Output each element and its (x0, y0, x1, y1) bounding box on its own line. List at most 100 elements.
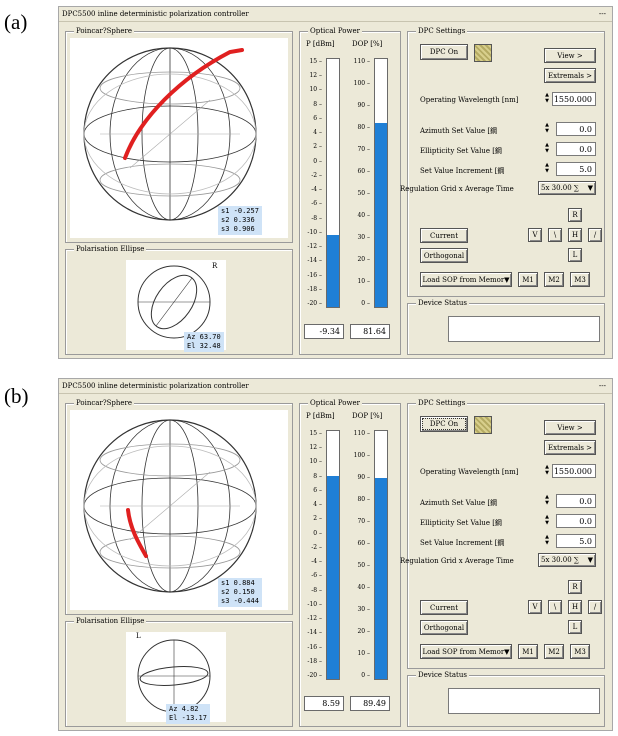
dpc-on-button[interactable]: DPC On (420, 416, 468, 432)
l-button[interactable]: L (568, 248, 582, 262)
ellipticity-field[interactable]: 0.0 (556, 142, 596, 156)
scale-tick-label: 8 – (313, 472, 322, 480)
increment-spinner[interactable]: ▲ ▼ (545, 162, 549, 174)
m1-button[interactable]: M1 (518, 272, 538, 287)
view-button[interactable]: View > (544, 48, 596, 63)
increment-field[interactable]: 5.0 (556, 162, 596, 176)
poincare-sphere-group: Poincar?Sphere (65, 27, 293, 243)
ellipticity-label: Ellipticity Set Value [鋼 (420, 519, 502, 527)
increment-field[interactable]: 5.0 (556, 534, 596, 548)
scale-tick-label: 10 – (357, 278, 370, 285)
ellipse-readout: Az 4.82 El -13.17 (166, 704, 210, 724)
optical-power-title: Optical Power (308, 399, 362, 408)
polarisation-ellipse-group: Polarisation Ellipse R Az 63.70 El 32.48 (65, 245, 293, 355)
device-status-title: Device Status (416, 671, 469, 680)
optical-power-title: Optical Power (308, 27, 362, 36)
load-sop-select[interactable]: Load SOP from Memor ▼ (420, 272, 512, 287)
azimuth-field[interactable]: 0.0 (556, 122, 596, 136)
v-button[interactable]: V (528, 600, 542, 614)
extremals-button[interactable]: Extremals > (544, 440, 596, 455)
scale-tick-label: -16 – (307, 271, 322, 279)
orthogonal-button[interactable]: Orthogonal (420, 248, 468, 263)
increment-label: Set Value Increment [鋼 (420, 167, 505, 175)
current-button[interactable]: Current (420, 600, 468, 615)
current-button[interactable]: Current (420, 228, 468, 243)
scale-tick-label: 40 – (357, 584, 370, 591)
poincare-sphere-canvas[interactable] (70, 410, 288, 610)
scale-tick-label: 60 – (357, 540, 370, 547)
scale-tick-label: 6 – (313, 114, 322, 122)
scale-tick-label: 100 – (353, 80, 370, 87)
scale-tick-label: 50 – (357, 562, 370, 569)
slash-button[interactable]: / (588, 228, 602, 242)
scale-tick-label: 15 – (309, 430, 322, 437)
load-sop-select[interactable]: Load SOP from Memor ▼ (420, 644, 512, 659)
azimuth-field[interactable]: 0.0 (556, 494, 596, 508)
r-button[interactable]: R (568, 208, 582, 222)
device-status-group: Device Status (407, 671, 605, 727)
wavelength-field[interactable]: 1550.000 (552, 92, 596, 106)
scale-tick-label: 0 – (361, 300, 370, 307)
scale-tick-label: -14 – (307, 629, 322, 637)
backslash-button[interactable]: \ (548, 600, 562, 614)
m1-button[interactable]: M1 (518, 644, 538, 659)
device-status-title: Device Status (416, 299, 469, 308)
scale-tick-label: -2 – (311, 171, 322, 179)
scale-tick-label: -18 – (307, 285, 322, 293)
dpc-settings-group: DPC Settings DPC On View > Extremals > O… (400, 399, 605, 669)
ellipse-readout: Az 63.70 El 32.48 (184, 332, 224, 352)
power-header: P [dBm] (306, 40, 335, 48)
v-button[interactable]: V (528, 228, 542, 242)
extremals-button[interactable]: Extremals > (544, 68, 596, 83)
backslash-button[interactable]: \ (548, 228, 562, 242)
ellipticity-spinner[interactable]: ▲ ▼ (545, 142, 549, 154)
stokes-readout: s1 -0.257 s2 0.336 s3 0.906 (218, 206, 262, 235)
grid-select-value: 5x 30.00 ∑ (541, 556, 579, 564)
m3-button[interactable]: M3 (570, 644, 590, 659)
orthogonal-button[interactable]: Orthogonal (420, 620, 468, 635)
grid-select[interactable]: 5x 30.00 ∑ ▼ (538, 181, 596, 195)
dop-header: DOP [%] (352, 412, 383, 420)
dop-header: DOP [%] (352, 40, 383, 48)
dpc-settings-group: DPC Settings DPC On View > Extremals > O… (400, 27, 605, 297)
scale-tick-label: 20 – (357, 628, 370, 635)
scale-tick-label: 2 – (313, 143, 322, 151)
scale-tick-label: -8 – (311, 586, 322, 594)
scale-tick-label: -10 – (307, 228, 322, 236)
grid-select[interactable]: 5x 30.00 ∑ ▼ (538, 553, 596, 567)
ellipse-handedness: R (212, 262, 218, 270)
azimuth-label: Azimuth Set Value [鋼 (420, 127, 498, 135)
r-button[interactable]: R (568, 580, 582, 594)
ellipticity-field[interactable]: 0.0 (556, 514, 596, 528)
azimuth-spinner[interactable]: ▲ ▼ (545, 122, 549, 134)
dpc-settings-title: DPC Settings (416, 399, 468, 408)
load-sop-label: Load SOP from Memor (422, 275, 505, 284)
m3-button[interactable]: M3 (570, 272, 590, 287)
chevron-down-icon: ▼ (504, 275, 510, 284)
scale-tick-label: 30 – (357, 234, 370, 241)
poincare-sphere-canvas[interactable] (70, 38, 288, 238)
scale-tick-label: 4 – (313, 501, 322, 509)
increment-spinner[interactable]: ▲ ▼ (545, 534, 549, 546)
dpc-settings-title: DPC Settings (416, 27, 468, 36)
m2-button[interactable]: M2 (544, 272, 564, 287)
slash-button[interactable]: / (588, 600, 602, 614)
wavelength-spinner[interactable]: ▲ ▼ (545, 92, 549, 104)
wavelength-spinner[interactable]: ▲ ▼ (545, 464, 549, 476)
window-menu-dash[interactable]: --- (598, 382, 606, 390)
dpc-window-b: DPC5500 inline deterministic polarizatio… (58, 378, 613, 731)
azimuth-spinner[interactable]: ▲ ▼ (545, 494, 549, 506)
panel-label-a: (a) (4, 10, 28, 34)
wavelength-field[interactable]: 1550.000 (552, 464, 596, 478)
h-button[interactable]: H (568, 228, 582, 242)
scale-tick-label: 0 – (313, 529, 322, 537)
scale-tick-label: 0 – (313, 157, 322, 165)
scale-tick-label: -18 – (307, 657, 322, 665)
ellipticity-spinner[interactable]: ▲ ▼ (545, 514, 549, 526)
h-button[interactable]: H (568, 600, 582, 614)
l-button[interactable]: L (568, 620, 582, 634)
m2-button[interactable]: M2 (544, 644, 564, 659)
view-button[interactable]: View > (544, 420, 596, 435)
dpc-on-button[interactable]: DPC On (420, 44, 468, 60)
window-menu-dash[interactable]: --- (598, 10, 606, 18)
